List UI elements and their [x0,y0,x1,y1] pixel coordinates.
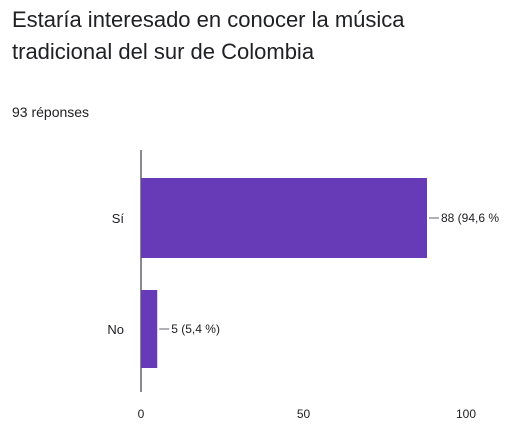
data-label: 88 (94,6 % [441,211,499,225]
bar-no [141,290,158,368]
responses-count: 93 réponses [12,104,90,120]
category-label: Sí [112,211,125,226]
question-title: Estaría interesado en conocer la música … [12,7,405,64]
x-tick-label: 0 [138,407,145,421]
data-label: 5 (5,4 %) [171,322,220,336]
category-label: No [107,322,124,337]
x-tick-label: 100 [456,407,476,421]
x-tick-label: 50 [297,407,311,421]
bar-si [141,178,427,258]
